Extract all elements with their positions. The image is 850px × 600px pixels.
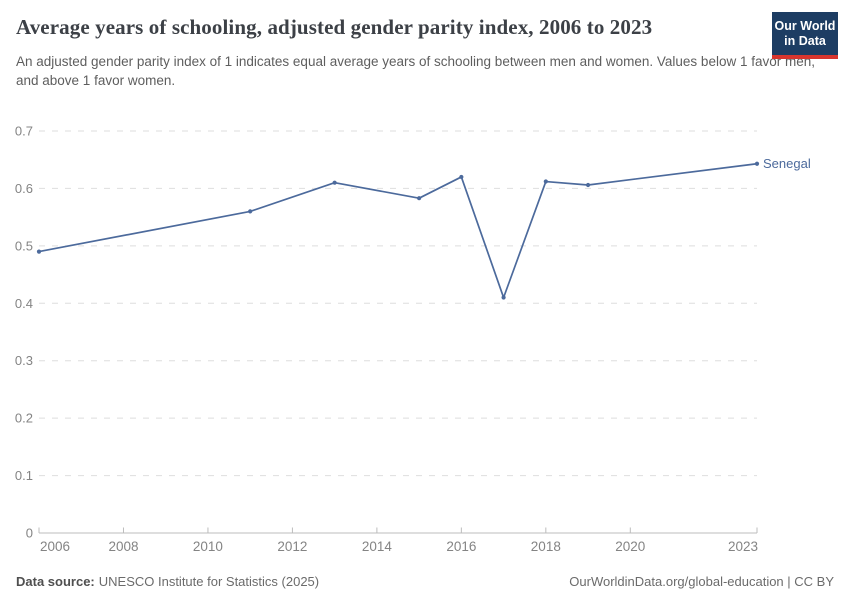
chart-header: Our World in Data Average years of schoo… bbox=[16, 12, 838, 90]
data-source: Data source: UNESCO Institute for Statist… bbox=[16, 574, 319, 589]
data-source-text: UNESCO Institute for Statistics (2025) bbox=[98, 574, 320, 589]
owid-logo[interactable]: Our World in Data bbox=[772, 12, 838, 59]
owid-attribution-link[interactable]: OurWorldinData.org/global-education | CC… bbox=[569, 574, 834, 589]
x-tick-label: 2023 bbox=[728, 539, 758, 554]
data-point[interactable] bbox=[248, 209, 253, 214]
y-tick-label: 0.2 bbox=[15, 411, 33, 426]
data-line-senegal[interactable] bbox=[38, 162, 758, 299]
data-source-label: Data source: bbox=[16, 574, 95, 589]
data-point[interactable] bbox=[36, 249, 42, 254]
y-tick-label: 0 bbox=[26, 526, 33, 541]
x-tick-label: 2010 bbox=[193, 539, 223, 554]
data-point[interactable] bbox=[417, 196, 422, 201]
x-tick-label: 2006 bbox=[40, 539, 70, 554]
logo-line-1: Our World bbox=[774, 19, 836, 33]
x-tick-label: 2016 bbox=[446, 539, 476, 554]
y-tick-label: 0.7 bbox=[15, 124, 33, 139]
x-tick-label: 2020 bbox=[615, 539, 645, 554]
y-tick-label: 0.6 bbox=[15, 181, 33, 196]
logo-line-2: in Data bbox=[784, 34, 826, 48]
x-tick-label: 2014 bbox=[362, 539, 393, 554]
data-point[interactable] bbox=[501, 295, 506, 300]
series-end-label[interactable]: Senegal bbox=[763, 156, 811, 171]
page-title: Average years of schooling, adjusted gen… bbox=[16, 15, 653, 39]
y-tick-label: 0.4 bbox=[15, 296, 33, 311]
data-point[interactable] bbox=[754, 161, 760, 166]
data-point[interactable] bbox=[543, 179, 548, 184]
chart-subtitle: An adjusted gender parity index of 1 ind… bbox=[16, 54, 815, 88]
y-tick-label: 0.5 bbox=[15, 238, 33, 253]
x-tick-label: 2008 bbox=[108, 539, 138, 554]
y-tick-label: 0.1 bbox=[15, 468, 33, 483]
data-point[interactable] bbox=[332, 180, 337, 185]
chart-footer: Data source: UNESCO Institute for Statist… bbox=[16, 574, 834, 589]
data-point[interactable] bbox=[459, 174, 464, 180]
x-tick-label: 2018 bbox=[531, 539, 561, 554]
y-tick-label: 0.3 bbox=[15, 353, 33, 368]
data-point[interactable] bbox=[585, 182, 591, 188]
x-tick-label: 2012 bbox=[277, 539, 307, 554]
